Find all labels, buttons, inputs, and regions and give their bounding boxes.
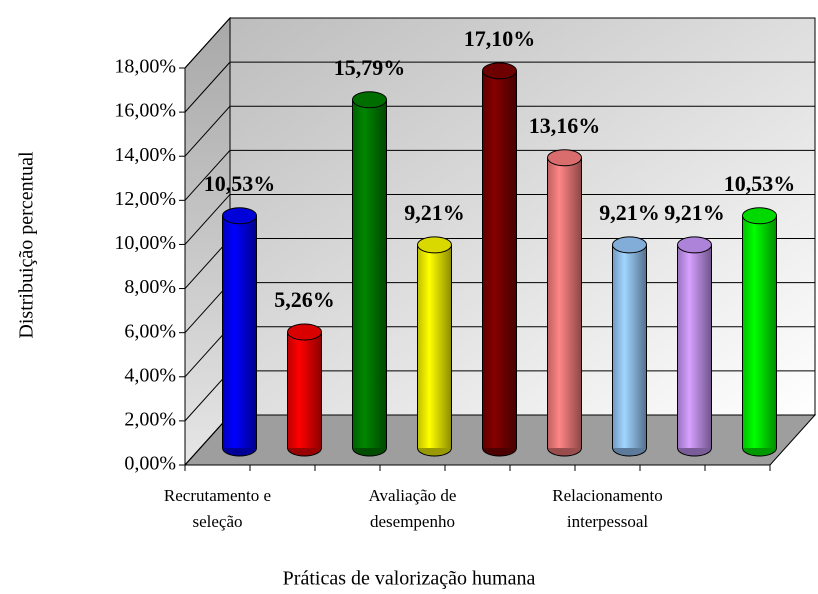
data-label: 10,53% (204, 171, 276, 196)
bar-top (352, 91, 387, 109)
grid-line (184, 17, 231, 69)
bar (222, 215, 257, 448)
grid-line (184, 194, 231, 245)
y-tick-label: 2,00% (124, 408, 176, 430)
data-label: 15,79% (334, 55, 406, 80)
bar (547, 157, 582, 448)
y-tick-label: 16,00% (114, 100, 176, 122)
bar (482, 70, 517, 448)
x-tick-label: Relacionamento interpessoal (552, 486, 663, 531)
grid-line (184, 149, 231, 201)
y-tick-label: 14,00% (114, 144, 176, 166)
bar-top (612, 236, 647, 254)
y-tick-label: 6,00% (124, 320, 176, 342)
grid-line (184, 61, 231, 113)
bar-top (222, 207, 257, 225)
y-tick-label: 12,00% (114, 188, 176, 210)
bar (352, 99, 387, 449)
data-label: 10,53% (724, 171, 796, 196)
bar (287, 331, 322, 448)
bar (677, 244, 712, 448)
bar (417, 244, 452, 448)
bar-top (742, 207, 777, 225)
x-tick-label: Avaliação de desempenho (368, 486, 457, 531)
x-tick-label: Recrutamento e seleção (163, 486, 272, 531)
bar-top (287, 323, 322, 341)
y-tick-label: 10,00% (114, 232, 176, 254)
data-label: 9,21% (404, 200, 465, 225)
data-label: 13,16% (529, 113, 601, 138)
bar-top (547, 149, 582, 167)
y-tick-label: 4,00% (124, 364, 176, 386)
bar (742, 215, 777, 448)
bar-top (417, 236, 452, 254)
y-tick-label: 0,00% (124, 453, 176, 475)
grid-line (184, 105, 231, 157)
y-tick-label: 8,00% (124, 276, 176, 298)
data-label: 5,26% (274, 287, 335, 312)
x-axis-title: Práticas de valorização humana (283, 568, 536, 590)
bar-top (677, 236, 712, 254)
data-label: 9,21% (599, 200, 660, 225)
data-label: 9,21% (664, 200, 725, 225)
y-axis-title: Distribuição percentual (16, 151, 38, 339)
bar (612, 244, 647, 448)
data-label: 17,10% (464, 26, 536, 51)
bar-top (482, 62, 517, 80)
y-tick-label: 18,00% (114, 56, 176, 78)
